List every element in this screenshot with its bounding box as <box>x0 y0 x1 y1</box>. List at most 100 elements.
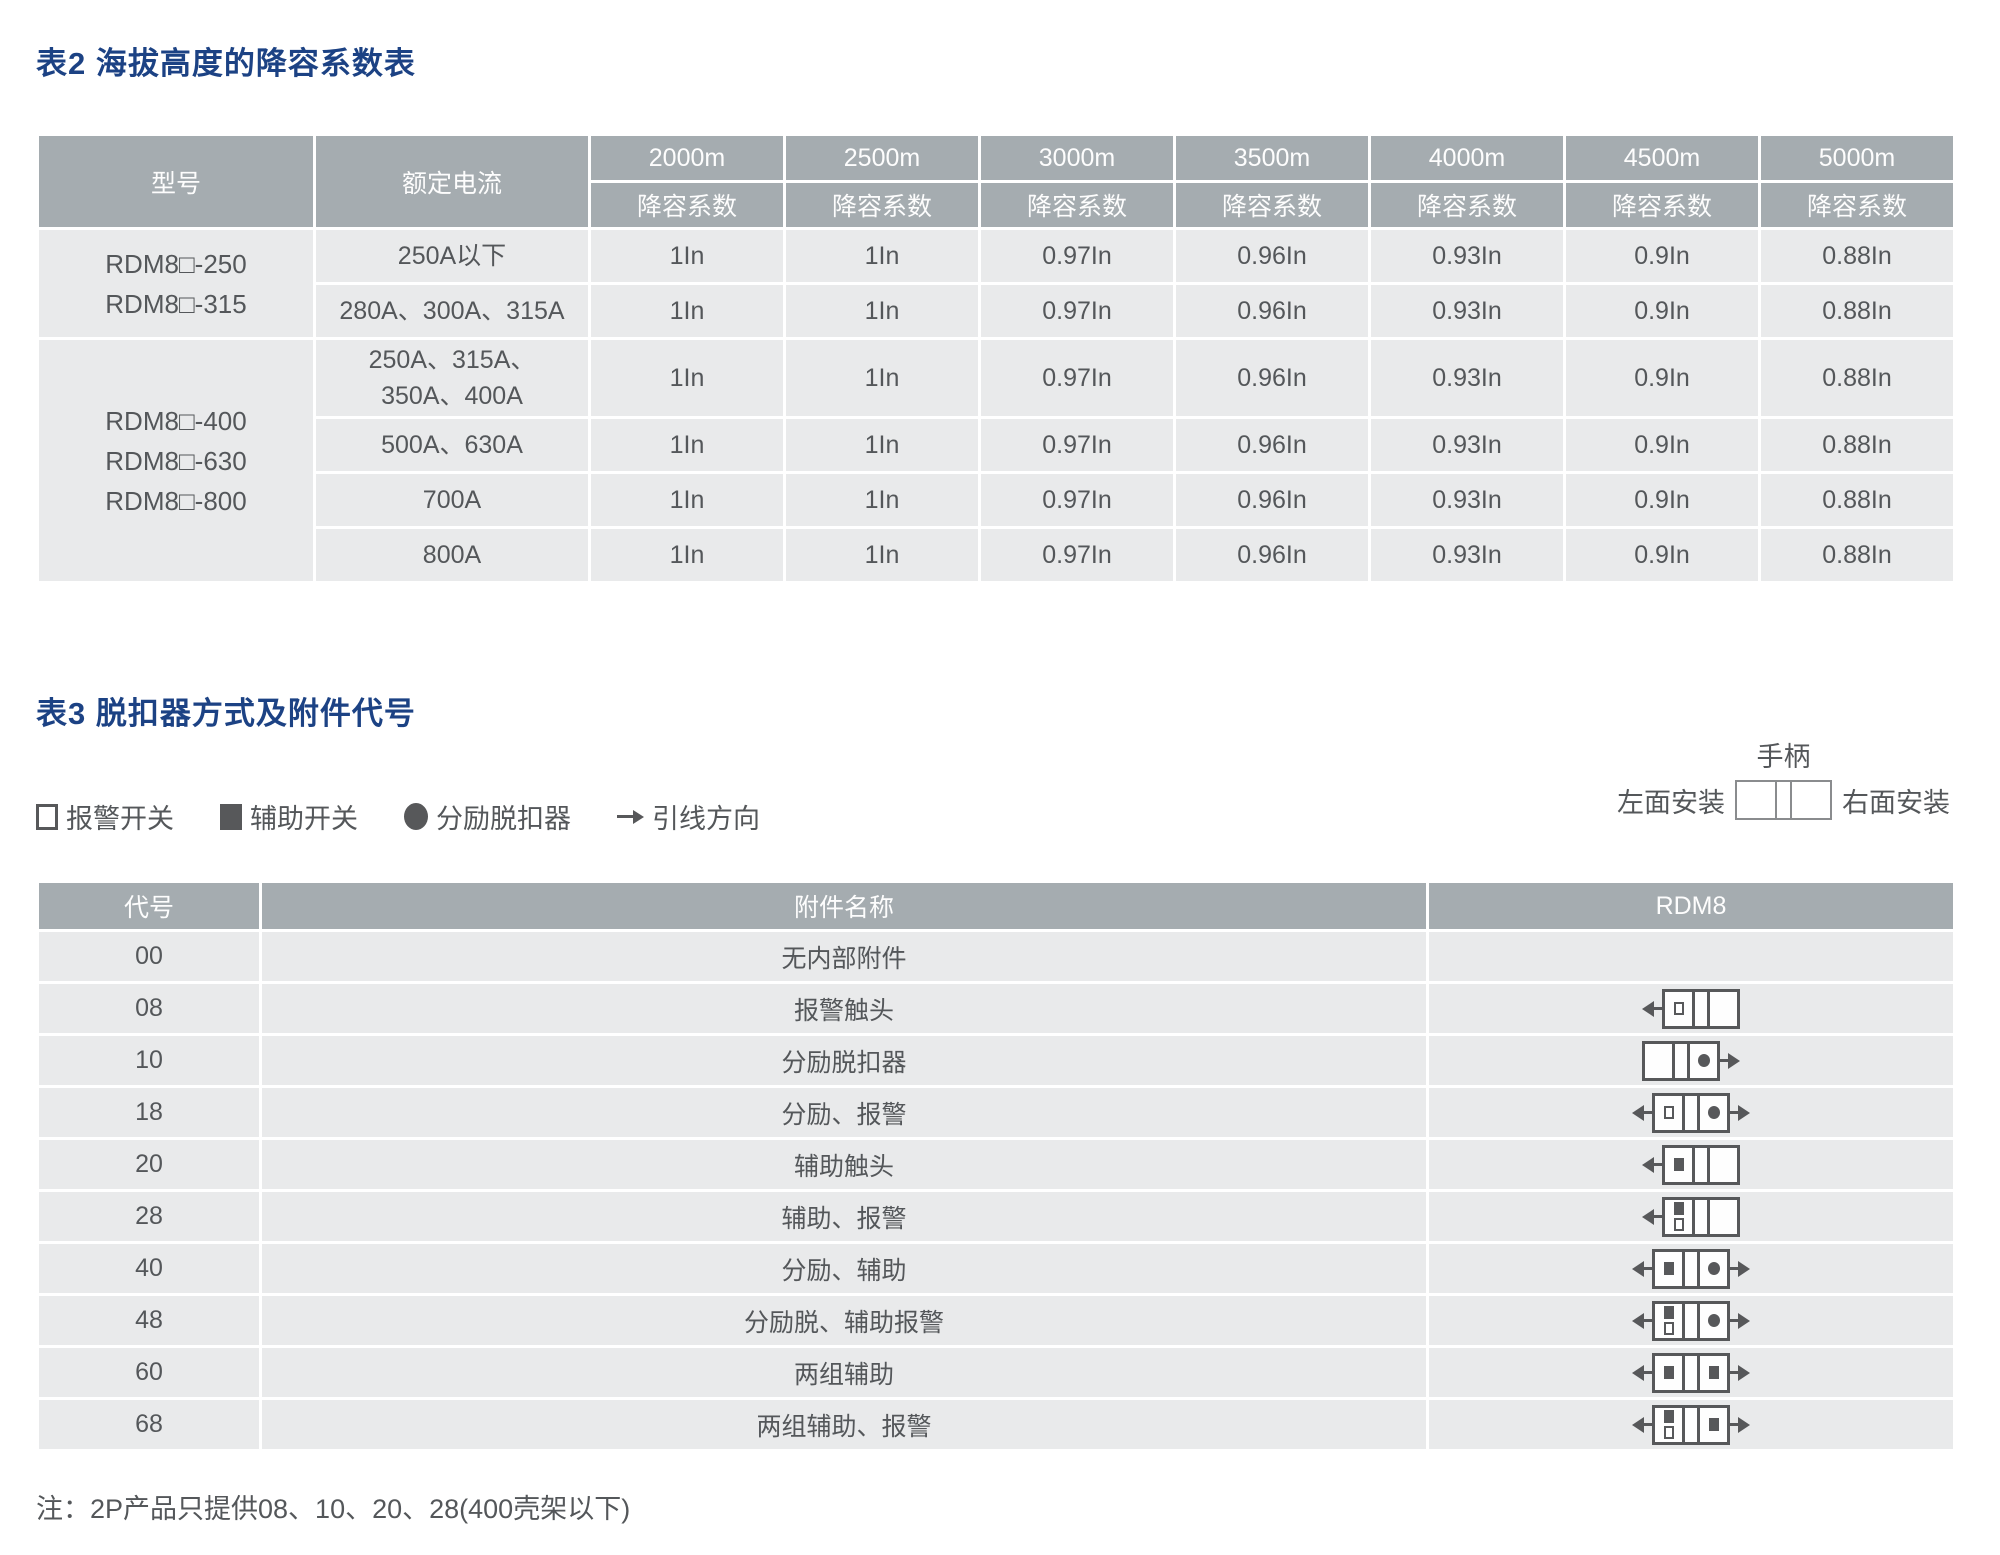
alarm-contact-icon <box>1663 1426 1674 1439</box>
cell-name: 无内部附件 <box>262 932 1426 981</box>
lead-direction-icon <box>617 809 644 824</box>
auxiliary-contact-icon <box>1708 1366 1719 1379</box>
arrow-tail <box>1730 1319 1738 1322</box>
diagram-left-cell <box>1665 992 1692 1026</box>
handle-box-icon <box>1735 780 1832 820</box>
diagram-middle-cell <box>1672 1043 1690 1078</box>
handle-box-left-cell <box>1737 782 1775 818</box>
diagram-box <box>1652 1248 1730 1289</box>
arrow-tail <box>1654 1007 1662 1010</box>
cell-coefficient: 1In <box>786 419 978 471</box>
lead-direction-arrow-left <box>1632 1312 1652 1329</box>
arrow-head <box>1632 1312 1644 1329</box>
cell-code: 28 <box>39 1192 259 1241</box>
cell-code: 40 <box>39 1244 259 1293</box>
cell-current: 280A、300A、315A <box>316 285 588 337</box>
cell-coefficient: 0.9In <box>1566 285 1758 337</box>
diagram-box <box>1662 1144 1740 1185</box>
table2-title: 表2 海拔高度的降容系数表 <box>36 46 416 81</box>
lead-direction-arrow-right <box>1720 1052 1740 1069</box>
lead-direction-arrow-left <box>1642 1156 1662 1173</box>
cell-coefficient: 1In <box>786 230 978 282</box>
column-header-product: RDM8 <box>1429 883 1953 929</box>
diagram-box <box>1652 1404 1730 1445</box>
cell-coefficient: 0.93In <box>1371 340 1563 416</box>
auxiliary-contact-icon <box>1663 1410 1674 1423</box>
cell-name: 两组辅助 <box>262 1348 1426 1397</box>
diagram-left-cell <box>1655 1408 1682 1442</box>
lead-direction-arrow-right <box>1730 1104 1750 1121</box>
header-subrow: 降容系数 降容系数 降容系数 降容系数 降容系数 降容系数 降容系数 <box>39 183 1953 227</box>
alarm-contact-icon <box>1673 1218 1684 1231</box>
column-header-code: 代号 <box>39 883 259 929</box>
arrow-tail <box>1730 1267 1738 1270</box>
cell-name: 辅助触头 <box>262 1140 1426 1189</box>
arrow-head <box>1632 1364 1644 1381</box>
handle-label: 手柄 <box>1756 742 1811 772</box>
diagram-box <box>1662 988 1740 1029</box>
lead-direction-arrow-right <box>1730 1416 1750 1433</box>
column-subheader-coefficient: 降容系数 <box>1371 183 1563 227</box>
handle-box-right-cell <box>1792 782 1830 818</box>
accessory-diagram <box>1632 1404 1750 1445</box>
cell-coefficient: 0.97In <box>981 285 1173 337</box>
diagram-left-cell <box>1655 1356 1682 1390</box>
table-row: 800A 1In 1In 0.97In 0.96In 0.93In 0.9In 0.88In <box>39 529 1953 581</box>
auxiliary-contact-icon <box>1663 1262 1674 1275</box>
cell-coefficient: 0.88In <box>1761 340 1953 416</box>
arrow-tail <box>1644 1423 1652 1426</box>
alarm-switch-icon <box>36 803 58 830</box>
handle-box-middle-cell <box>1775 782 1792 818</box>
cell-code: 20 <box>39 1140 259 1189</box>
cell-coefficient: 0.88In <box>1761 474 1953 526</box>
arrow-head <box>1632 1104 1644 1121</box>
altitude-derating-table: 型号 额定电流 2000m 2500m 3000m 3500m 4000m 4500m 5000… <box>36 133 1956 584</box>
shunt-release-icon <box>404 803 428 830</box>
accessory-diagram <box>1632 1248 1750 1289</box>
column-subheader-coefficient: 降容系数 <box>1566 183 1758 227</box>
cell-current: 700A <box>316 474 588 526</box>
cell-diagram <box>1429 1192 1953 1241</box>
legend-label: 辅助开关 <box>250 804 358 834</box>
header-row: 型号 额定电流 2000m 2500m 3000m 3500m 4000m 4500m 5000… <box>39 136 1953 227</box>
column-header-model: 型号 <box>39 136 313 227</box>
cell-diagram <box>1429 1088 1953 1137</box>
diagram-right-cell <box>1700 1408 1727 1442</box>
accessory-diagram <box>1642 988 1740 1029</box>
diagram-middle-cell <box>1682 1251 1700 1286</box>
cell-current: 250A以下 <box>316 230 588 282</box>
cell-coefficient: 0.88In <box>1761 285 1953 337</box>
legend-item: 辅助开关 <box>220 797 358 836</box>
diagram-right-cell <box>1710 1200 1737 1234</box>
diagram-box <box>1652 1352 1730 1393</box>
cell-coefficient: 1In <box>591 474 783 526</box>
cell-current: 500A、630A <box>316 419 588 471</box>
auxiliary-contact-icon <box>1663 1306 1674 1319</box>
table-row: 00 无内部附件 <box>39 932 1953 981</box>
cell-current: 800A <box>316 529 588 581</box>
diagram-left-cell <box>1655 1252 1682 1286</box>
table-row: 60 两组辅助 <box>39 1348 1953 1397</box>
cell-diagram <box>1429 1244 1953 1293</box>
cell-coefficient: 0.88In <box>1761 230 1953 282</box>
diagram-middle-cell <box>1682 1407 1700 1442</box>
cell-diagram <box>1429 1140 1953 1189</box>
arrow-tail <box>1720 1059 1728 1062</box>
table-row: 40 分励、辅助 <box>39 1244 1953 1293</box>
accessory-diagram <box>1642 1196 1740 1237</box>
arrow-head <box>1632 1416 1644 1433</box>
cell-coefficient: 0.97In <box>981 230 1173 282</box>
cell-coefficient: 0.97In <box>981 474 1173 526</box>
cell-coefficient: 0.97In <box>981 419 1173 471</box>
right-mount-label: 右面安装 <box>1842 787 1950 818</box>
arrow-head <box>1738 1104 1750 1121</box>
diagram-middle-cell <box>1682 1355 1700 1390</box>
table3-title: 表3 脱扣器方式及附件代号 <box>36 696 416 731</box>
cell-code: 68 <box>39 1400 259 1449</box>
cell-code: 60 <box>39 1348 259 1397</box>
arrow-head <box>1738 1416 1750 1433</box>
cell-coefficient: 1In <box>591 340 783 416</box>
cell-coefficient: 1In <box>591 285 783 337</box>
cell-coefficient: 1In <box>786 340 978 416</box>
diagram-middle-cell <box>1682 1095 1700 1130</box>
